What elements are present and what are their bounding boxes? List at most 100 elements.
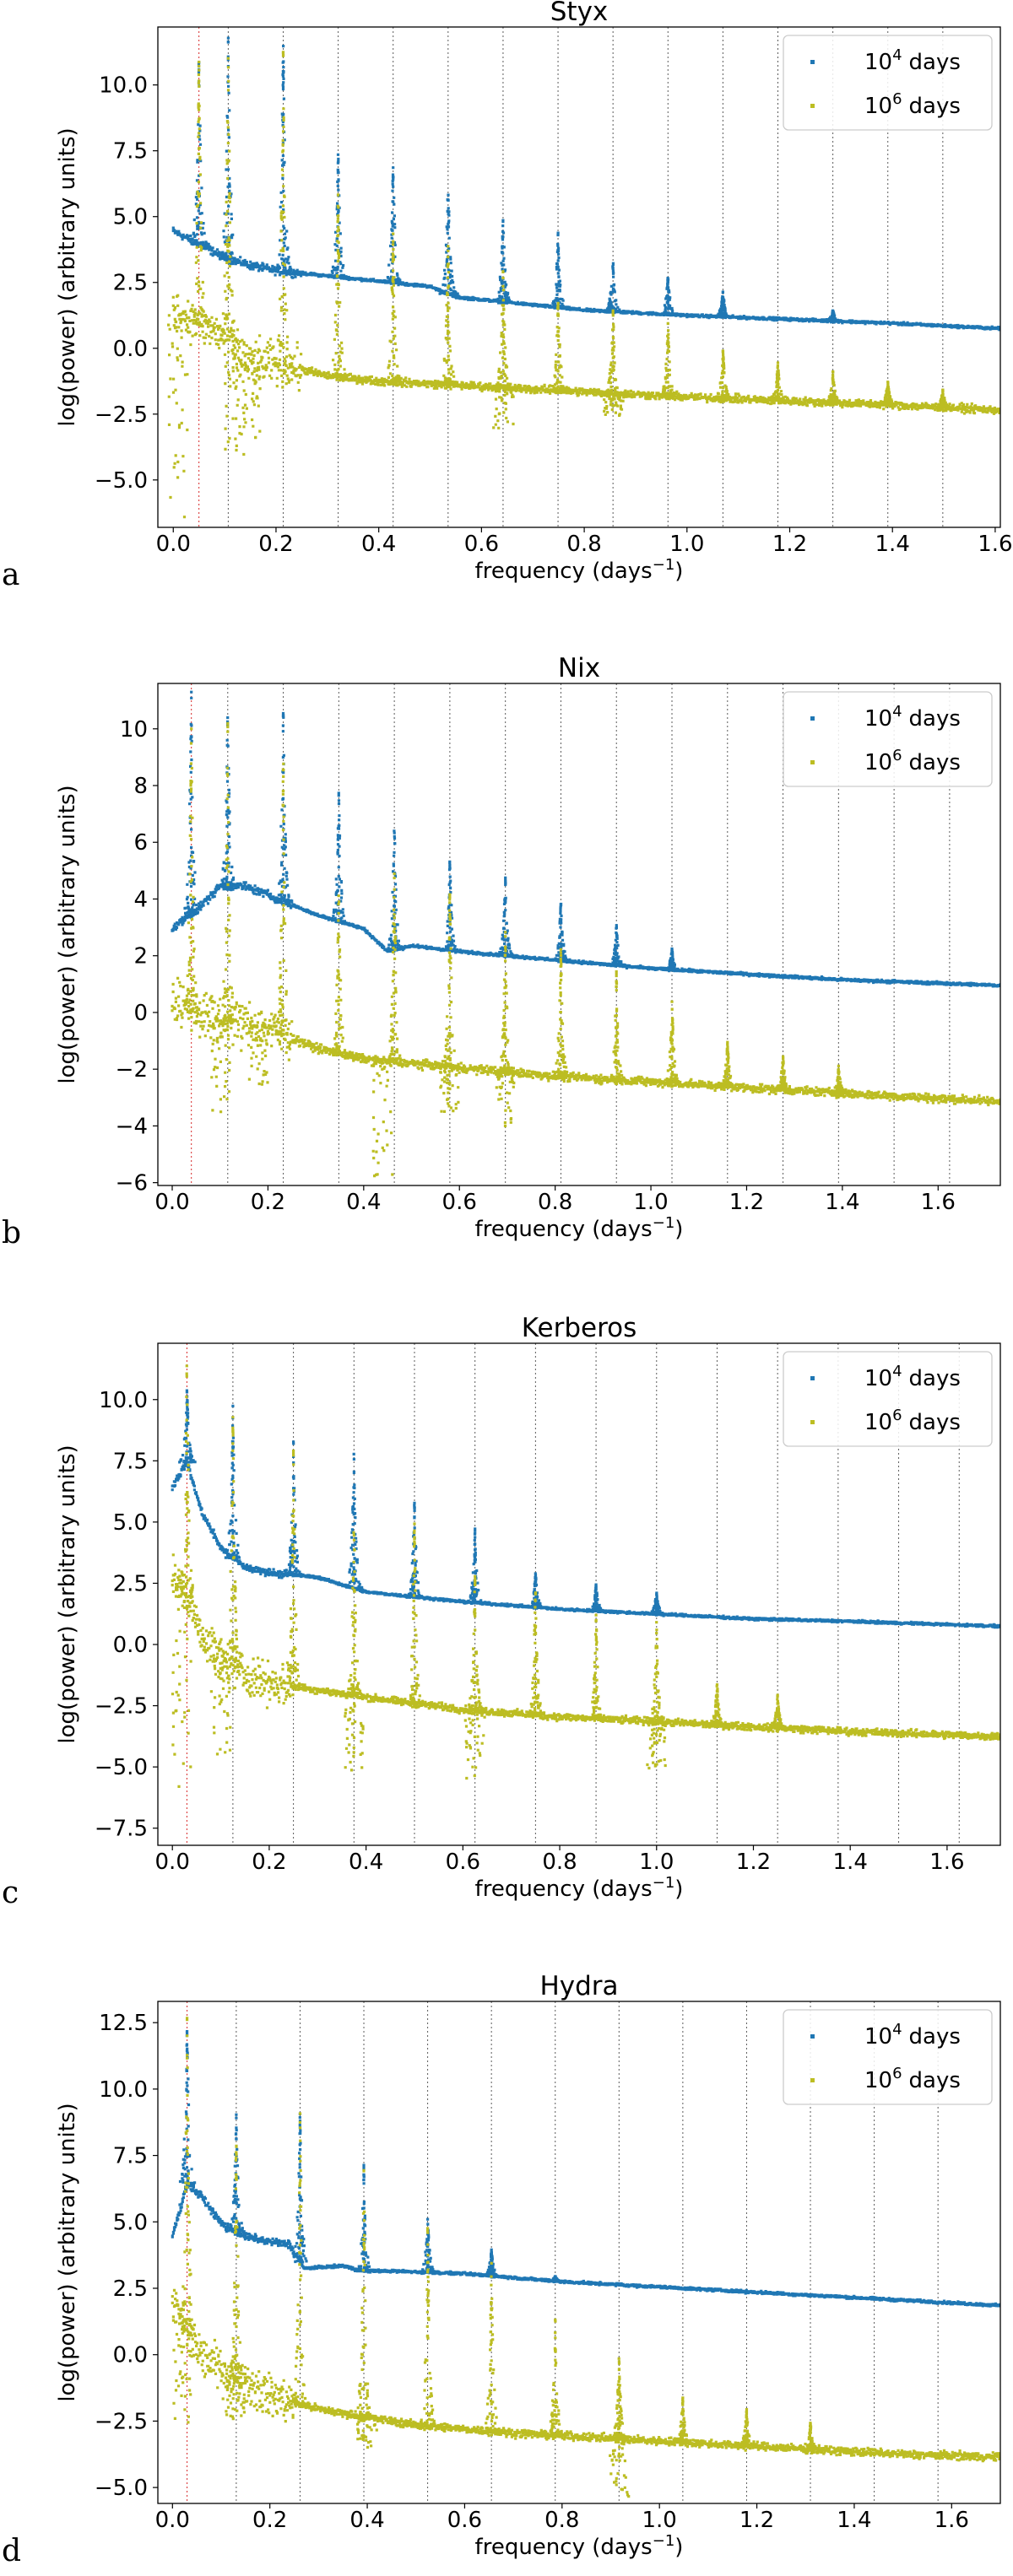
y-tick-label: −2.5: [95, 402, 148, 428]
legend-marker: [810, 716, 815, 721]
y-tick-label: 10.0: [99, 1388, 148, 1413]
plot-content: [171, 683, 1000, 1185]
y-tick-label: −6: [116, 1171, 148, 1196]
chart-title: Styx: [550, 0, 609, 27]
y-tick-label: 10: [120, 717, 148, 743]
x-tick-label: 0.2: [252, 1850, 286, 1875]
scatter-points: [167, 51, 1000, 519]
y-tick-label: −5.0: [95, 1755, 148, 1780]
chart-panel-styx: 0.0 0.2 0.4 0.6 0.8 1.0 1.2 1.4 1.6 −5.0 −2.5 0.0 2.…: [2, 0, 1013, 592]
legend-label: 106 days: [864, 90, 961, 119]
y-tick-label: 0: [133, 1001, 148, 1026]
legend-label: 106 days: [864, 747, 961, 775]
plot-content: [171, 2001, 1000, 2503]
panel-letter: d: [2, 2534, 21, 2568]
y-tick-label: 10.0: [99, 73, 148, 99]
y-tick-label: 5.0: [113, 205, 148, 230]
legend-label: 104 days: [864, 703, 961, 732]
x-tick-label: 0.6: [447, 2508, 482, 2533]
y-tick-label: 7.5: [113, 139, 148, 165]
series-1e4-days: [171, 690, 1000, 988]
y-tick-label: 2.5: [113, 1571, 148, 1596]
y-tick-label: 0.0: [113, 1633, 148, 1658]
y-tick-label: −4: [116, 1114, 148, 1139]
legend-label: 106 days: [864, 2065, 961, 2093]
axes-frame: [157, 683, 1001, 1186]
chart-title: Kerberos: [522, 1313, 637, 1343]
x-tick-label: 1.0: [642, 2508, 677, 2533]
y-tick-label: 2.5: [113, 271, 148, 296]
x-tick-label: 0.6: [442, 1190, 477, 1215]
x-axis-label: frequency (days−1): [475, 1214, 684, 1242]
axes-frame: [157, 2001, 1001, 2504]
legend-marker: [810, 1420, 815, 1424]
x-tick-label: 1.6: [921, 1190, 956, 1215]
scatter-points: [171, 690, 1000, 988]
x-tick-label: 0.6: [464, 532, 499, 557]
x-tick-label: 1.2: [739, 2508, 774, 2533]
x-tick-label: 1.6: [934, 2508, 969, 2533]
legend: 104 days 106 days: [783, 1351, 993, 1447]
legend: 104 days 106 days: [783, 691, 993, 787]
y-tick-label: 5.0: [113, 1510, 148, 1536]
plot-content: [171, 1343, 1000, 1845]
chart-panel-kerberos: 0.0 0.2 0.4 0.6 0.8 1.0 1.2 1.4 1.6 −7.5 −5.0 −2.5 0…: [2, 1313, 1001, 1910]
panel-letter: a: [2, 558, 19, 592]
legend-label: 104 days: [864, 2021, 961, 2049]
x-tick-label: 1.0: [639, 1850, 674, 1875]
chart-panel-nix: 0.0 0.2 0.4 0.6 0.8 1.0 1.2 1.4 1.6 −6 −4 −2 0 2 4 6 8 10…: [2, 653, 1001, 1250]
x-tick-label: 1.2: [772, 532, 807, 557]
x-tick-label: 1.4: [837, 2508, 871, 2533]
y-axis-label: log(power) (arbitrary units): [55, 127, 80, 426]
x-tick-label: 0.8: [566, 532, 601, 557]
axes-frame: [157, 1342, 1001, 1846]
legend-marker: [810, 2078, 815, 2082]
legend-box: [783, 1351, 993, 1447]
x-tick-label: 0.0: [154, 1190, 189, 1215]
x-tick-label: 0.2: [251, 1190, 285, 1215]
y-tick-label: 7.5: [113, 2144, 148, 2169]
legend: 104 days 106 days: [783, 2009, 993, 2105]
x-tick-label: 0.4: [349, 1850, 383, 1875]
x-tick-label: 1.2: [736, 1850, 771, 1875]
y-tick-label: 8: [133, 774, 148, 799]
y-axis-label: log(power) (arbitrary units): [55, 2103, 80, 2401]
y-tick-label: 4: [133, 887, 148, 912]
legend-box: [783, 691, 993, 787]
y-tick-label: 2.5: [113, 2276, 148, 2302]
legend-box: [783, 2009, 993, 2105]
y-tick-label: 7.5: [113, 1449, 148, 1474]
y-tick-label: −2.5: [95, 2409, 148, 2434]
y-tick-label: 6: [133, 830, 148, 856]
x-tick-label: 0.8: [544, 2508, 579, 2533]
legend-label: 104 days: [864, 46, 961, 75]
x-tick-label: 0.2: [252, 2508, 287, 2533]
chart-title: Hydra: [539, 1971, 618, 2001]
x-tick-label: 0.4: [346, 1190, 381, 1215]
y-tick-label: −7.5: [95, 1817, 148, 1842]
panel-letter: b: [2, 1216, 21, 1250]
legend: 104 days 106 days: [783, 35, 993, 131]
legend-label: 104 days: [864, 1363, 961, 1391]
x-tick-label: 0.4: [361, 532, 396, 557]
legend-marker: [810, 1376, 815, 1380]
y-tick-label: 2: [133, 944, 148, 969]
y-tick-label: 5.0: [113, 2210, 148, 2235]
y-tick-label: 12.5: [99, 2011, 148, 2036]
chart-title: Nix: [558, 653, 600, 683]
axes-frame: [157, 26, 1001, 528]
x-tick-label: 1.4: [875, 532, 910, 557]
x-tick-label: 1.4: [825, 1190, 859, 1215]
y-tick-label: 0.0: [113, 2343, 148, 2368]
legend-marker: [810, 104, 815, 108]
legend-marker: [810, 2034, 815, 2039]
legend-marker: [810, 760, 815, 764]
y-tick-label: 10.0: [99, 2077, 148, 2103]
x-tick-label: 0.6: [446, 1850, 480, 1875]
y-tick-label: 0.0: [113, 337, 148, 362]
x-axis-label: frequency (days−1): [475, 2532, 684, 2560]
x-tick-label: 1.2: [729, 1190, 764, 1215]
y-tick-label: −5.0: [95, 468, 148, 494]
x-tick-label: 1.0: [669, 532, 704, 557]
